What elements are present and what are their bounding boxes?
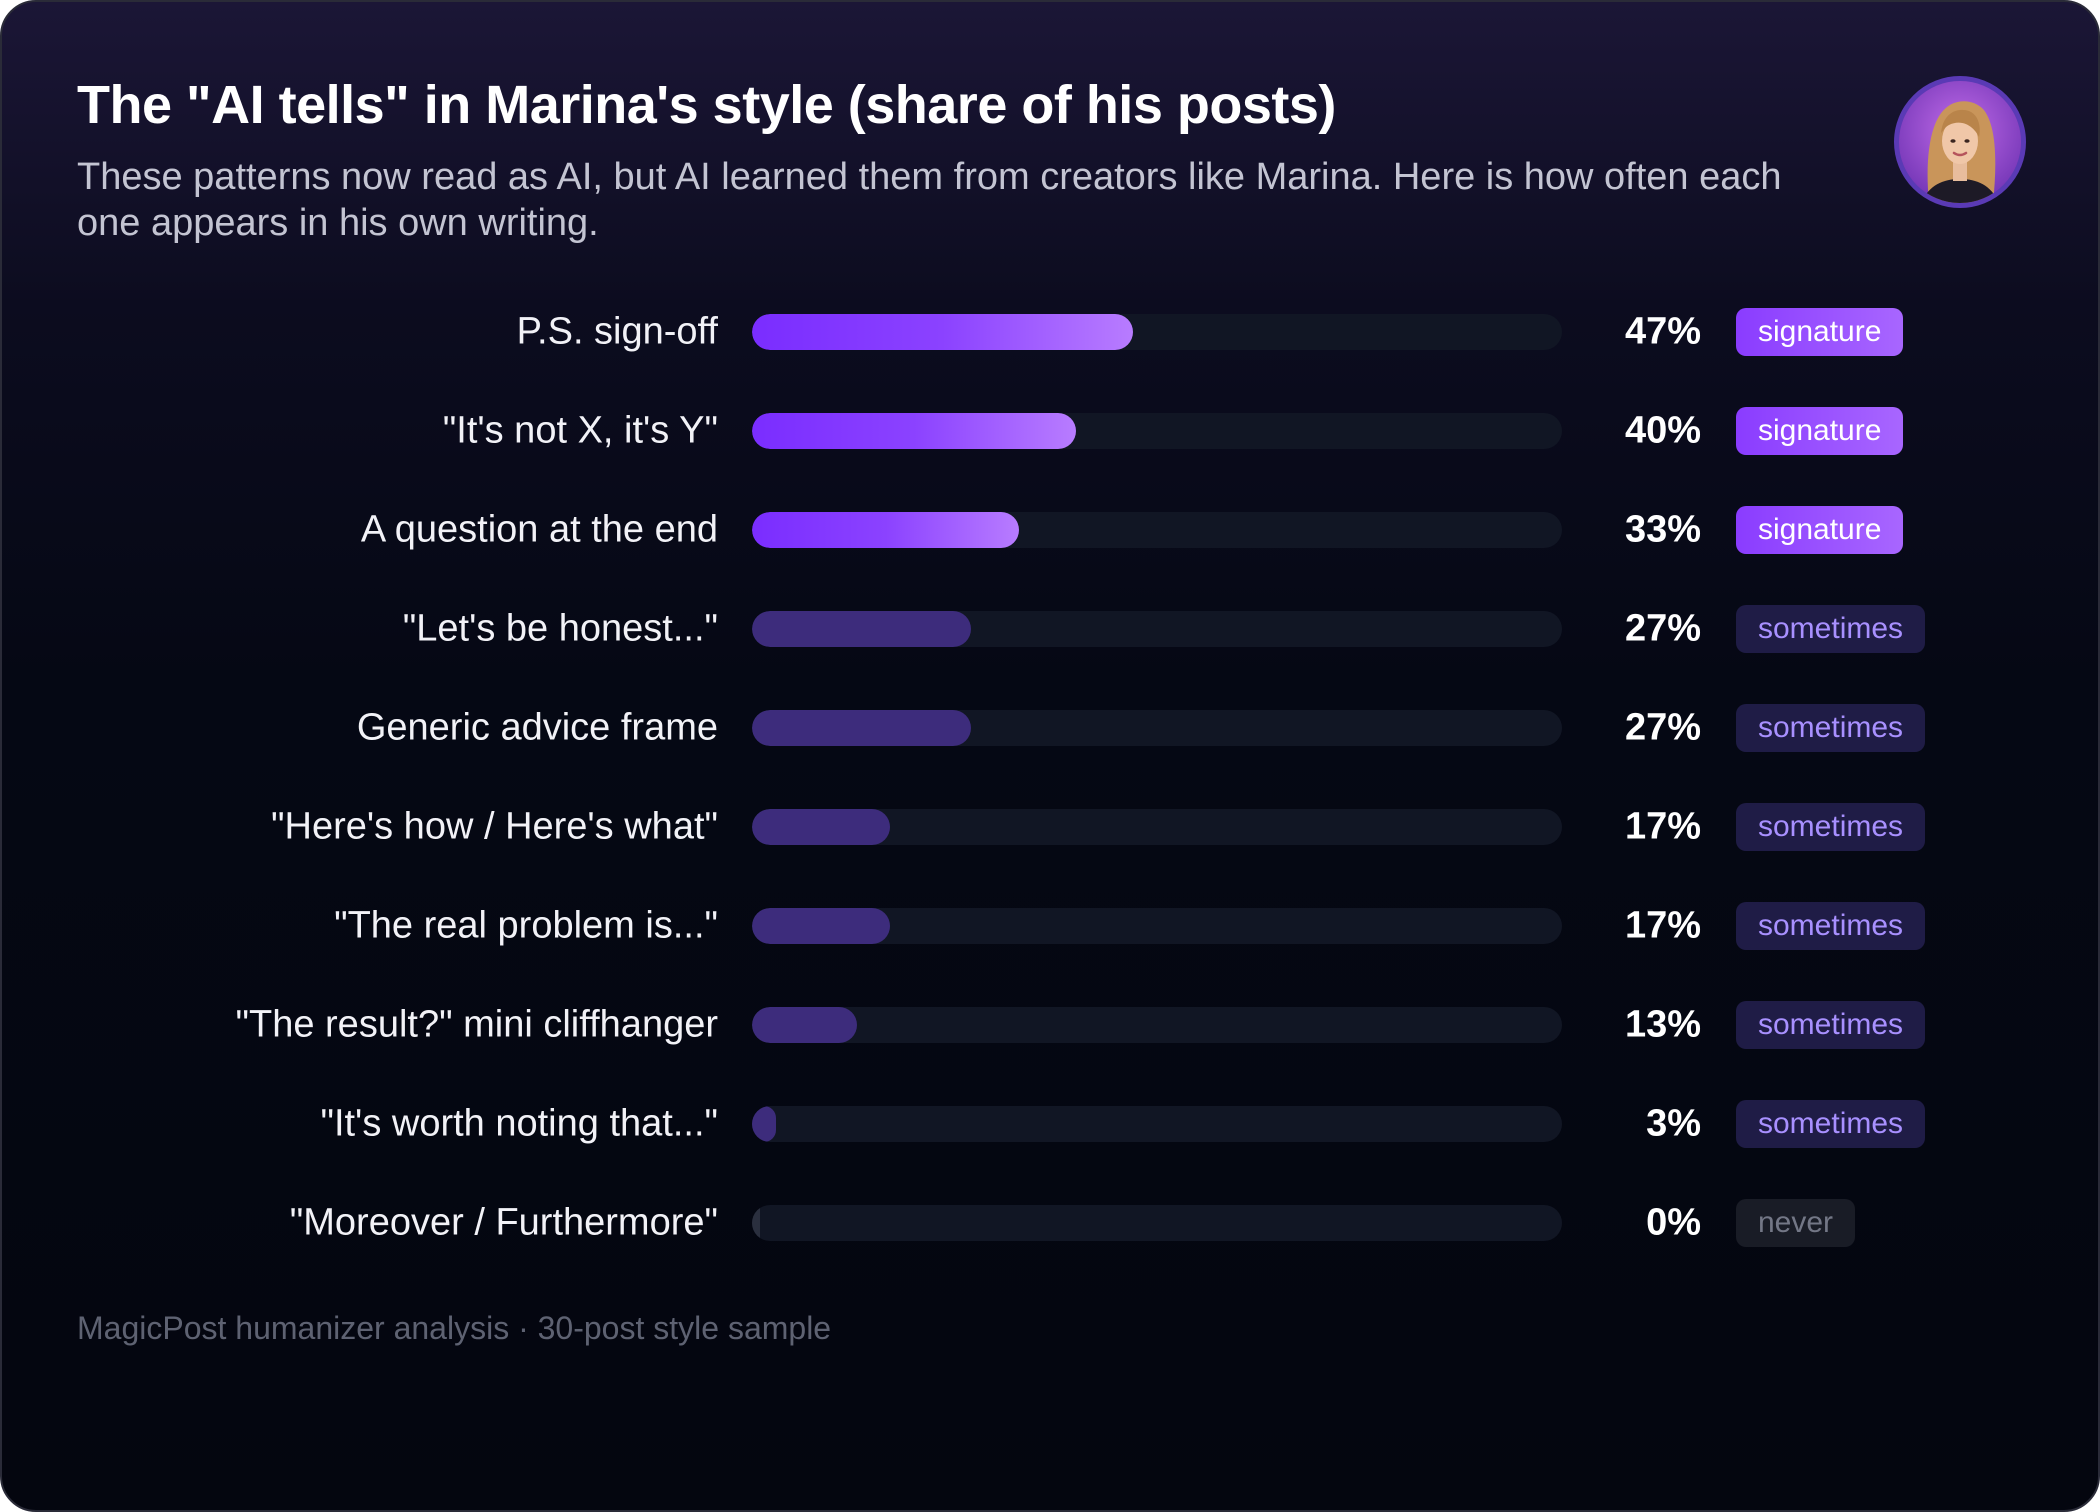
row-label: "The real problem is..." [334,904,718,947]
value-label: 27% [1624,706,1701,749]
chart-subtitle: These patterns now read as AI, but AI le… [77,156,1782,244]
row-label: A question at the end [360,508,718,551]
value-label: 0% [1646,1201,1701,1244]
row-label: "It's not X, it's Y" [442,409,718,452]
value-label: 3% [1646,1102,1701,1145]
bar-track [752,1205,1562,1241]
frequency-badge: sometimes [1736,803,1926,851]
bar-fill [752,512,1020,548]
avatar [1894,76,2026,208]
bar-track [752,512,1562,548]
frequency-badge: never [1736,1199,1856,1247]
bar-track [752,809,1562,845]
value-label: 17% [1624,904,1701,947]
bar-fill [752,908,890,944]
bar-track [752,413,1562,449]
bar-fill [752,413,1076,449]
bar-fill [752,1007,858,1043]
value-label: 13% [1624,1003,1701,1046]
frequency-badge: signature [1736,407,1904,455]
footer-note: MagicPost humanizer analysis · 30-post s… [77,1310,832,1346]
row-label: "It's worth noting that..." [320,1102,718,1145]
frequency-badge: sometimes [1736,1001,1926,1049]
bar-track [752,314,1562,350]
value-label: 27% [1624,607,1701,650]
frequency-badge: signature [1736,308,1904,356]
bar-fill [752,314,1133,350]
frequency-badge: sometimes [1736,605,1926,653]
bar-fill [752,809,890,845]
row-label: "Let's be honest..." [402,607,718,650]
bar-track [752,1007,1562,1043]
frequency-badge: sometimes [1736,704,1926,752]
bar-fill [752,1205,760,1241]
frequency-badge: sometimes [1736,902,1926,950]
value-label: 40% [1624,409,1701,452]
bar-fill [752,1106,777,1142]
bar-track [752,908,1562,944]
row-label: "Here's how / Here's what" [271,805,718,848]
row-label: Generic advice frame [356,706,718,749]
bar-track [752,611,1562,647]
value-label: 33% [1624,508,1701,551]
frequency-badge: sometimes [1736,1100,1926,1148]
row-label: P.S. sign-off [516,310,718,353]
bar-track [752,1106,1562,1142]
row-label: "The result?" mini cliffhanger [235,1003,719,1046]
value-label: 17% [1624,805,1701,848]
row-label: "Moreover / Furthermore" [289,1201,718,1244]
bar-fill [752,710,971,746]
value-label: 47% [1624,310,1701,353]
frequency-badge: signature [1736,506,1904,554]
avatar-portrait-icon [1899,81,2021,203]
bar-track [752,710,1562,746]
chart-title: The "AI tells" in Marina's style (share … [77,75,1336,135]
bar-fill [752,611,971,647]
